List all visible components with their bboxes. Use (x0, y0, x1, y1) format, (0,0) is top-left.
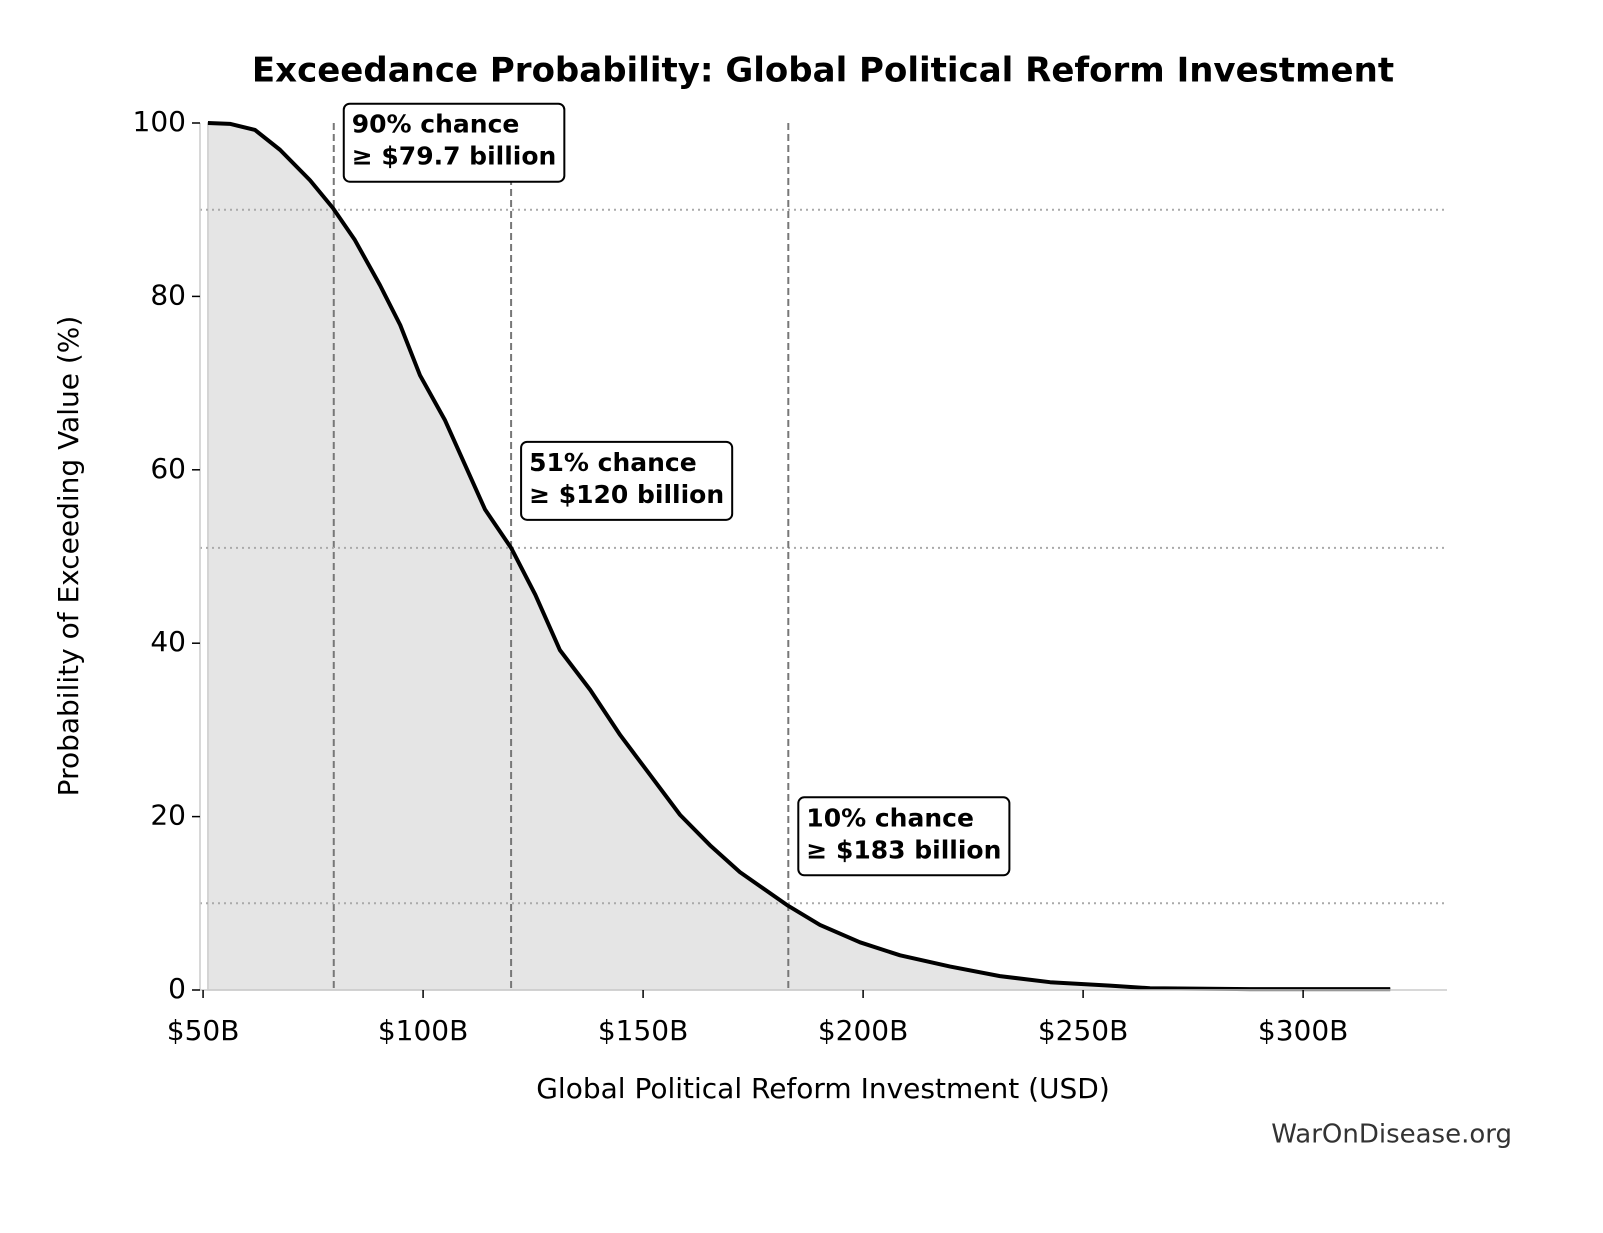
x-tick-label: $300B (1258, 1014, 1348, 1047)
annotation-text: ≥ $79.7 billion (352, 142, 557, 171)
annotation-text: 90% chance (352, 110, 520, 139)
y-tick-label: 40 (150, 625, 186, 658)
annotation: 51% chance ≥ $120 billion (520, 440, 734, 521)
annotation-text: ≥ $120 billion (529, 480, 724, 509)
y-axis-label: Probability of Exceeding Value (%) (52, 316, 85, 797)
x-tick-label: $150B (598, 1014, 688, 1047)
plot-area (200, 121, 1447, 992)
annotation-box (342, 102, 566, 183)
chart-title: Exceedance Probability: Global Political… (252, 51, 1394, 91)
y-tick-label: 80 (150, 278, 186, 311)
y-tick-label: 60 (150, 452, 186, 485)
line (207, 121, 1391, 992)
annotation-text: ≥ $183 billion (806, 835, 1001, 864)
annotation: 90% chance ≥ $79.7 billion (342, 102, 566, 183)
annotation-box (797, 796, 1011, 877)
y-tick-label: 100 (133, 105, 186, 138)
annotation: 10% chance ≥ $183 billion (797, 796, 1011, 877)
x-tick-label: $50B (167, 1014, 240, 1047)
annotation-box (520, 440, 734, 521)
x-tick-label: $100B (378, 1014, 468, 1047)
x-axis-label: Global Political Reform Investment (USD) (536, 1072, 1110, 1105)
x-tick-label: $250B (1038, 1014, 1128, 1047)
annotation-text: 51% chance (529, 448, 697, 477)
y-tick-label: 20 (150, 799, 186, 832)
source: WarOnDisease.org (1271, 1120, 1512, 1150)
annotation-text: 10% chance (806, 803, 974, 832)
y-tick-label: 0 (168, 972, 186, 1005)
x-tick-label: $200B (818, 1014, 908, 1047)
